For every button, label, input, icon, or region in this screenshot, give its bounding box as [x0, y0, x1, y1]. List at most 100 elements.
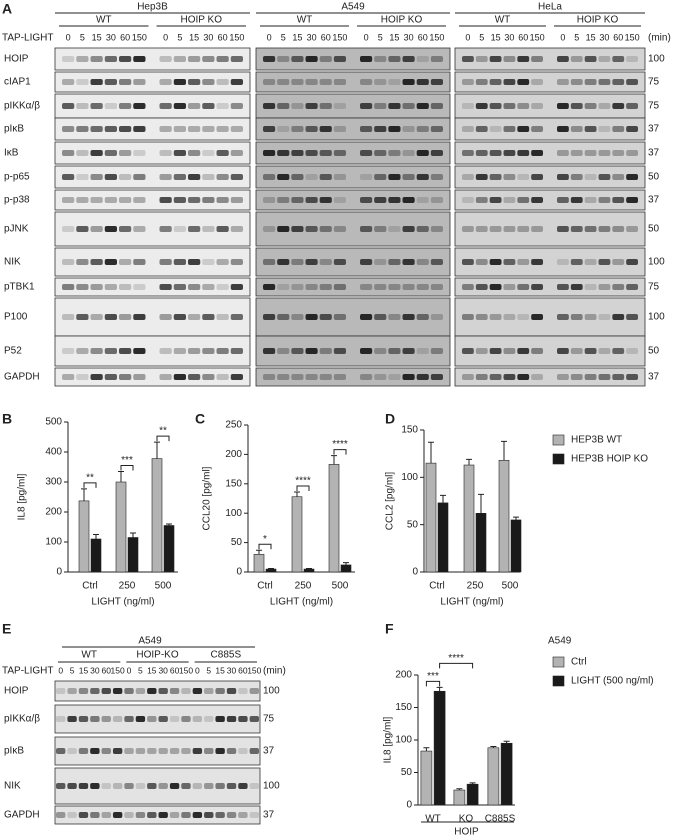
bar — [78, 500, 90, 573]
band — [531, 197, 543, 203]
band — [462, 79, 474, 85]
timepoint: 0 — [163, 32, 168, 42]
band — [430, 197, 443, 203]
band — [188, 314, 201, 320]
band — [76, 348, 89, 354]
band — [216, 259, 229, 265]
band — [173, 284, 186, 290]
mw-marker: 37 — [648, 148, 660, 159]
band — [598, 348, 611, 354]
group-label: HOIP — [454, 827, 479, 838]
band — [584, 126, 597, 132]
band — [173, 150, 186, 156]
band — [503, 348, 516, 354]
band — [489, 150, 502, 156]
significance-bracket — [439, 662, 474, 669]
band — [133, 226, 146, 232]
band — [188, 348, 201, 354]
band — [76, 226, 89, 232]
band — [462, 374, 474, 380]
timepoint: 15 — [189, 32, 199, 42]
genotype: HOIP-KO — [136, 650, 178, 661]
band — [430, 174, 443, 180]
band — [374, 56, 387, 62]
legend-swatch — [552, 656, 565, 668]
band — [204, 716, 214, 722]
timepoint: 15 — [389, 32, 399, 42]
band — [159, 56, 172, 62]
blot — [54, 704, 261, 734]
band — [489, 197, 502, 203]
band — [462, 103, 474, 109]
x-tick-label: 250 — [467, 581, 484, 592]
error-bar — [343, 562, 349, 565]
timepoint: 30 — [404, 32, 414, 42]
band — [173, 56, 186, 62]
band — [230, 103, 243, 109]
band — [319, 56, 332, 62]
error-bar — [490, 746, 497, 748]
band — [192, 748, 203, 754]
y-tick-label: 50 — [407, 519, 419, 530]
band — [612, 374, 625, 380]
blot — [54, 117, 251, 141]
band — [430, 79, 443, 85]
band — [360, 374, 373, 380]
band — [263, 103, 276, 109]
bar — [487, 747, 500, 806]
band — [557, 284, 569, 290]
band — [584, 374, 597, 380]
chart-title: A549 — [548, 636, 572, 647]
band — [90, 688, 100, 694]
band — [204, 812, 214, 818]
band — [230, 226, 243, 232]
band — [475, 126, 488, 132]
band — [360, 284, 373, 290]
band — [291, 374, 304, 380]
band — [475, 348, 488, 354]
band — [202, 259, 215, 265]
protein-label: NIK — [4, 781, 21, 792]
band — [430, 226, 443, 232]
band — [90, 103, 103, 109]
band — [360, 314, 373, 320]
band — [188, 56, 201, 62]
band — [402, 348, 415, 354]
band — [104, 126, 117, 132]
band — [291, 314, 304, 320]
protein-label: p-p65 — [4, 172, 30, 183]
band — [90, 748, 100, 754]
x-tick-label: 500 — [502, 581, 519, 592]
unit-label: (min) — [648, 33, 671, 44]
band — [333, 259, 346, 265]
band — [360, 150, 373, 156]
band — [133, 79, 146, 85]
blot — [54, 277, 251, 297]
y-tick-label: 0 — [412, 567, 418, 578]
band — [416, 314, 429, 320]
band — [462, 197, 474, 203]
band — [388, 226, 401, 232]
band — [101, 688, 111, 694]
band — [557, 126, 569, 132]
panel-label: A — [2, 1, 12, 17]
band — [277, 284, 290, 290]
band — [104, 56, 117, 62]
panel-label: E — [2, 621, 11, 637]
band — [388, 374, 401, 380]
band — [62, 56, 75, 62]
timepoint: 15 — [491, 32, 501, 42]
band — [226, 748, 237, 754]
band — [557, 103, 569, 109]
band — [462, 348, 474, 354]
timepoint: 0 — [195, 665, 200, 675]
timepoint: 5 — [479, 32, 484, 42]
blot — [255, 117, 451, 141]
timepoint: 60 — [418, 32, 428, 42]
timepoint: 5 — [574, 32, 579, 42]
band — [333, 314, 346, 320]
y-tick-label: 200 — [45, 507, 62, 518]
band — [570, 174, 583, 180]
band — [90, 783, 100, 789]
blot — [454, 277, 646, 297]
